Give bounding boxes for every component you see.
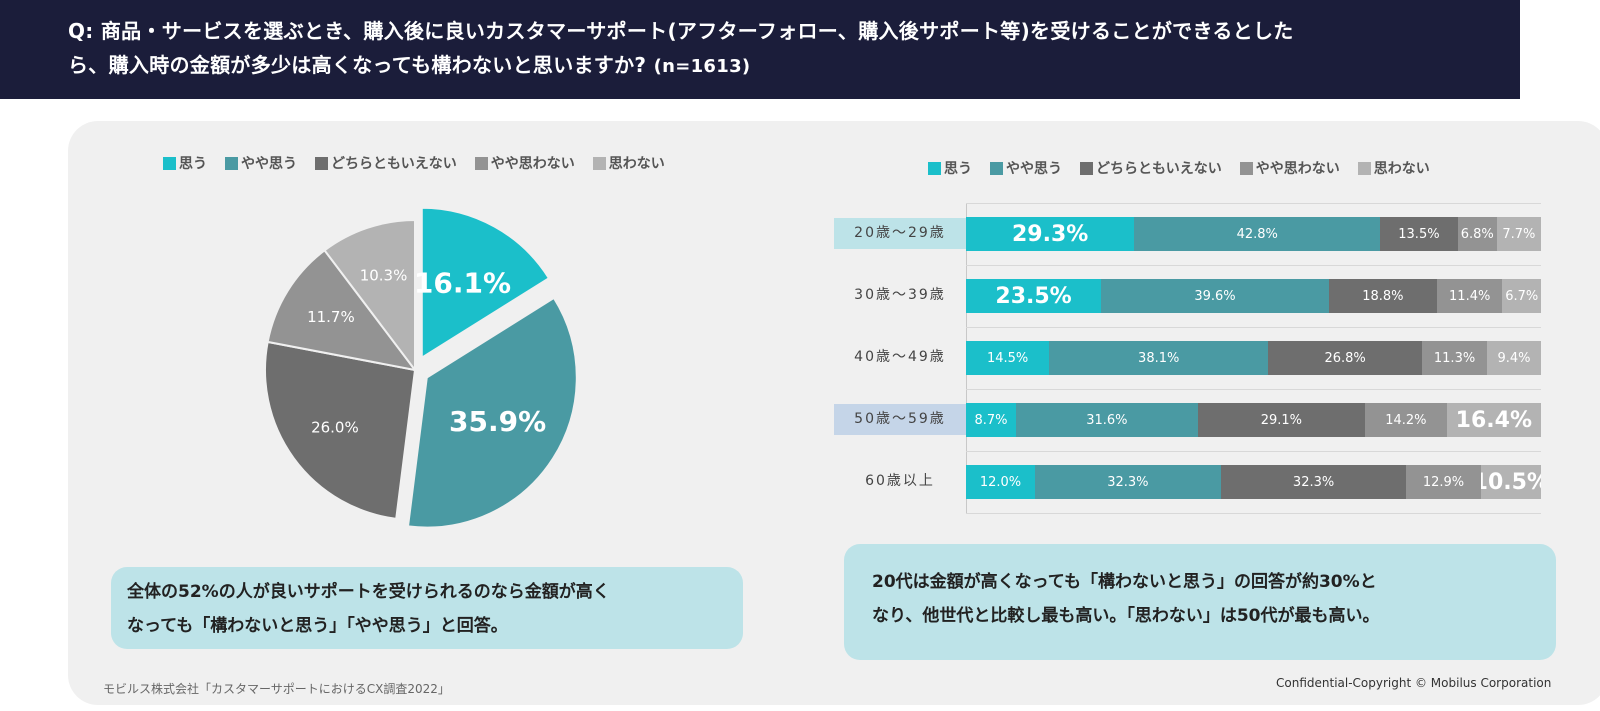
pie-legend: 思う やや思う どちらともいえない やや思わない 思わない xyxy=(163,153,683,173)
bar-segment: 10.5% xyxy=(1480,465,1541,499)
bar-gridline xyxy=(966,451,1541,452)
bar-legend-swatch xyxy=(990,161,1003,175)
bar-legend-item: やや思わない xyxy=(1239,158,1340,178)
bar-gridline xyxy=(966,265,1541,266)
bar-segment: 9.4% xyxy=(1487,341,1541,375)
bar-legend-label: 思う xyxy=(944,161,972,177)
bar-segment: 6.8% xyxy=(1457,217,1497,251)
bar-legend-label: やや思う xyxy=(1006,161,1062,177)
bar-legend-swatch xyxy=(1080,161,1093,175)
bar-segment: 16.4% xyxy=(1446,403,1541,437)
pie-slice-label: 26.0% xyxy=(311,419,359,437)
bar-category-label: 60歳以上 xyxy=(865,473,935,489)
copyright: Confidential-Copyright © Mobilus Corpora… xyxy=(1276,676,1552,690)
bar-legend-item: どちらともいえない xyxy=(1080,158,1222,178)
pie-legend-item: やや思う xyxy=(225,153,297,173)
bar-legend-item: 思わない xyxy=(1357,158,1430,178)
question-line-1: Q: 商品・サービスを選ぶとき、購入後に良いカスタマーサポート(アフターフォロー… xyxy=(68,19,1294,43)
bar-segment: 8.7% xyxy=(966,403,1017,437)
summary-left-line-1: 全体の52%の人が良いサポートを受けられるのなら金額が高く xyxy=(127,582,610,602)
source-credit: モビルス株式会社「カスタマーサポートにおけるCX調査2022」 xyxy=(103,682,450,696)
bar-category-label: 40歳〜49歳 xyxy=(854,349,946,365)
bar-segment: 39.6% xyxy=(1101,279,1329,313)
bar-category-label: 20歳〜29歳 xyxy=(834,218,966,249)
question-header: Q: 商品・サービスを選ぶとき、購入後に良いカスタマーサポート(アフターフォロー… xyxy=(0,0,1520,99)
pie-slice xyxy=(420,206,551,360)
summary-right-line-1: 20代は金額が高くなっても「構わないと思う」の回答が約30%と xyxy=(872,572,1377,592)
pie-slice-label: 10.3% xyxy=(360,267,408,285)
summary-left-line-2: なっても「構わないと思う」「やや思う」と回答。 xyxy=(127,616,508,636)
pie-legend-item: 思う xyxy=(163,153,207,173)
pie-legend-label: 思わない xyxy=(608,156,665,172)
bar-segment: 23.5% xyxy=(966,279,1102,313)
bar-segment: 32.3% xyxy=(1035,465,1221,499)
bar-legend-swatch xyxy=(1239,161,1253,175)
bar-segment: 7.7% xyxy=(1496,217,1541,251)
bar-segment: 14.2% xyxy=(1365,403,1447,437)
bar-segment: 6.7% xyxy=(1502,279,1541,313)
pie-legend-swatch xyxy=(592,156,606,170)
pie-slice-label: 11.7% xyxy=(307,308,355,326)
pie-legend-label: やや思う xyxy=(241,156,297,172)
bar-segment: 31.6% xyxy=(1016,403,1198,437)
pie-slice xyxy=(323,218,416,373)
bar-gridline xyxy=(966,327,1541,328)
bar-segment: 11.4% xyxy=(1436,279,1503,313)
pie-legend-item: どちらともいえない xyxy=(315,153,457,173)
bar-segment: 26.8% xyxy=(1268,341,1423,375)
bar-segment: 32.3% xyxy=(1220,465,1407,499)
pie-slice-label: 35.9% xyxy=(449,405,546,438)
bar-segment: 29.3% xyxy=(966,217,1135,251)
pie-legend-swatch xyxy=(474,156,488,170)
pie-legend-swatch xyxy=(225,156,238,170)
summary-note-right: 20代は金額が高くなっても「構わないと思う」の回答が約30%と なり、他世代と比… xyxy=(844,544,1556,660)
pie-legend-swatch xyxy=(163,156,176,170)
bar-legend-swatch xyxy=(1357,161,1371,175)
bar-legend-label: やや思わない xyxy=(1255,161,1340,177)
pie-legend-label: どちらともいえない xyxy=(331,156,457,172)
bar-legend-item: やや思う xyxy=(990,158,1062,178)
bar-category-label: 50歳〜59歳 xyxy=(834,404,966,435)
pie-chart: 16.1% 35.9% 26.0% 11.7% 10.3% xyxy=(264,206,578,529)
bar-segment: 42.8% xyxy=(1134,217,1381,251)
pie-slice xyxy=(406,296,578,529)
pie-slice-label: 16.1% xyxy=(414,266,511,299)
summary-note-left: 全体の52%の人が良いサポートを受けられるのなら金額が高く なっても「構わないと… xyxy=(111,567,743,649)
bar-segment: 18.8% xyxy=(1328,279,1437,313)
pie-slice xyxy=(266,248,418,372)
summary-right-line-2: なり、他世代と比較し最も高い。「思わない」は50代が最も高い。 xyxy=(872,606,1380,626)
pie-legend-item: 思わない xyxy=(592,153,665,173)
pie-legend-label: やや思わない xyxy=(490,156,575,172)
bar-gridline xyxy=(966,389,1541,390)
pie-legend-swatch xyxy=(315,156,328,170)
sample-size: (n=1613) xyxy=(653,56,751,77)
pie-legend-label: 思う xyxy=(179,156,207,172)
question-text-2: ら、購入時の金額が多少は高くなっても構わないと思いますか? xyxy=(68,53,647,77)
pie-legend-item: やや思わない xyxy=(474,153,575,173)
bar-segment: 12.0% xyxy=(966,465,1035,499)
bar-legend-swatch xyxy=(928,161,941,175)
bar-segment: 13.5% xyxy=(1380,217,1458,251)
question-line-2: ら、購入時の金額が多少は高くなっても構わないと思いますか? (n=1613) xyxy=(68,48,1520,84)
bar-legend-label: どちらともいえない xyxy=(1096,161,1222,177)
bar-gridline xyxy=(966,203,1541,204)
bar-legend-label: 思わない xyxy=(1373,161,1430,177)
bar-legend-item: 思う xyxy=(928,158,972,178)
bar-category-label: 30歳〜39歳 xyxy=(854,287,946,303)
bar-segment: 11.3% xyxy=(1422,341,1487,375)
bar-segment: 29.1% xyxy=(1197,403,1366,437)
bar-legend: 思う やや思う どちらともいえない やや思わない 思わない xyxy=(928,158,1448,178)
bar-segment: 38.1% xyxy=(1049,341,1269,375)
bar-segment: 12.9% xyxy=(1406,465,1481,499)
bar-gridline xyxy=(966,513,1541,514)
bar-segment: 14.5% xyxy=(966,341,1050,375)
pie-slice xyxy=(264,340,417,520)
